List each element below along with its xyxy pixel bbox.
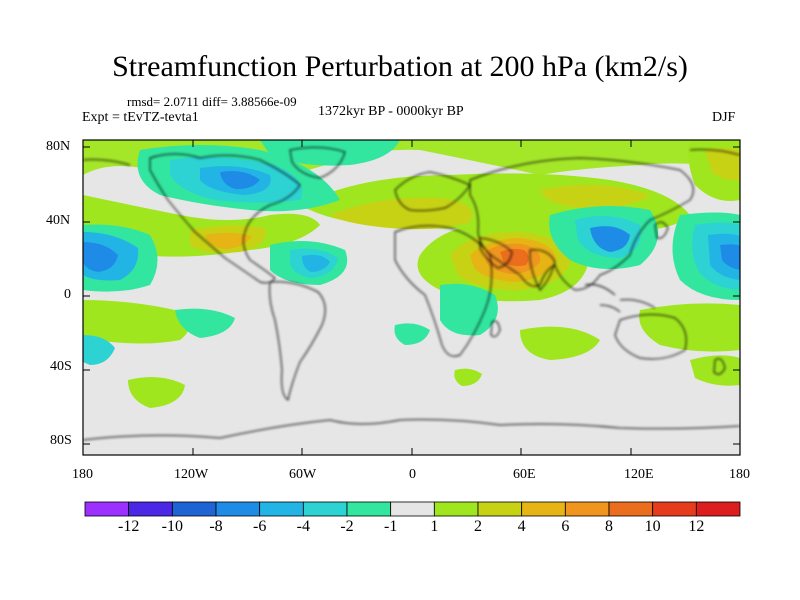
colorbar-box (215, 501, 261, 517)
colorbar-label: 6 (561, 518, 570, 535)
colorbar-label: 12 (688, 518, 705, 535)
colorbar-label: 2 (474, 518, 482, 535)
lon-label-180e: 180 (729, 467, 750, 482)
lat-label-80s: 80S (50, 433, 72, 448)
colorbar-label: -6 (252, 518, 267, 535)
colorbar-box (346, 501, 392, 517)
colorbar-box (128, 501, 173, 517)
colorbar-box (521, 501, 566, 517)
coastlines (83, 146, 740, 441)
period-text: 1372kyr BP - 0000kyr BP (318, 104, 464, 119)
experiment-text: Expt = tEvTZ-tevta1 (82, 110, 199, 125)
colorbar-box (259, 501, 304, 517)
colorbar-box (390, 501, 435, 517)
colorbar-label: 10 (644, 518, 661, 535)
colorbar-label: 1 (430, 518, 439, 535)
contour-fields (83, 140, 740, 408)
colorbar-label: -2 (340, 518, 354, 535)
colorbar-label: -4 (296, 518, 310, 535)
lat-label-40s: 40S (50, 359, 72, 374)
colorbar (84, 501, 741, 517)
colorbar-label: -12 (117, 518, 140, 535)
colorbar-box (608, 501, 654, 517)
plot-title: Streamfunction Perturbation at 200 hPa (… (112, 50, 688, 83)
lon-label-120e: 120E (624, 467, 654, 482)
colorbar-box (695, 501, 741, 517)
season-text: DJF (712, 110, 736, 125)
colorbar-box (433, 501, 479, 517)
lon-label-60w: 60W (289, 467, 317, 482)
colorbar-box (564, 501, 610, 517)
colorbar-label: -1 (383, 518, 398, 535)
lon-label-120w: 120W (174, 467, 209, 482)
colorbar-label: 8 (605, 518, 613, 535)
colorbar-label: -8 (209, 518, 223, 535)
colorbar-box (171, 501, 217, 517)
stats-text: rmsd= 2.0711 diff= 3.88566e-09 (127, 94, 297, 109)
colorbar-label: -10 (161, 518, 183, 535)
colorbar-box (477, 501, 523, 517)
lat-label-0: 0 (64, 287, 71, 302)
lat-label-80n: 80N (46, 139, 71, 154)
colorbar-box (84, 501, 130, 517)
colorbar-label: 4 (517, 518, 526, 535)
axis-ticks (82, 140, 741, 455)
lon-label-180w: 180 (72, 467, 93, 482)
lat-label-40n: 40N (46, 213, 71, 228)
colorbar-box (302, 501, 348, 517)
lon-label-0: 0 (409, 467, 416, 482)
lon-label-60e: 60E (513, 467, 536, 482)
colorbar-box (652, 501, 697, 517)
